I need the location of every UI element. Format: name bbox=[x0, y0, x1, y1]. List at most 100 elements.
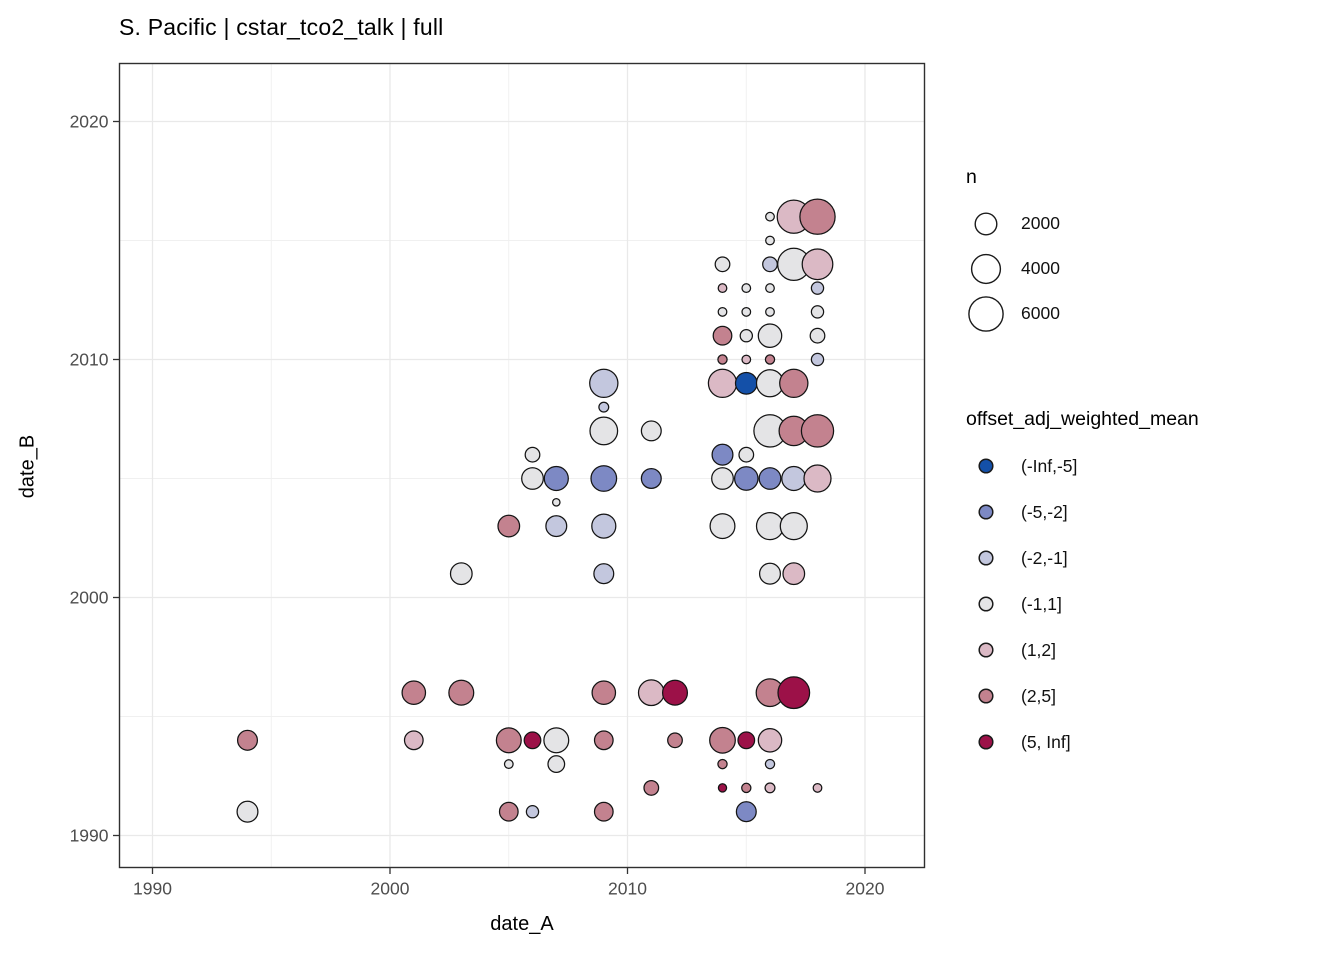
size-legend-item: 6000 bbox=[958, 291, 1060, 336]
data-point bbox=[741, 354, 752, 365]
data-point bbox=[764, 758, 776, 770]
color-legend-key bbox=[958, 455, 1014, 477]
data-point bbox=[735, 801, 757, 823]
size-key-circle-icon bbox=[970, 253, 1002, 284]
color-legend-label: (-5,-2] bbox=[1021, 501, 1068, 522]
color-key-dot-icon bbox=[978, 688, 994, 704]
data-point bbox=[755, 511, 785, 541]
color-legend-title: offset_adj_weighted_mean bbox=[966, 408, 1199, 430]
y-tick-label: 2000 bbox=[70, 588, 109, 608]
data-point bbox=[779, 368, 809, 399]
y-axis-title: date_B bbox=[16, 434, 39, 499]
data-point bbox=[762, 256, 778, 273]
size-legend-key bbox=[958, 204, 1014, 244]
color-legend-key bbox=[958, 639, 1014, 661]
size-legend-label: 4000 bbox=[1021, 258, 1060, 278]
data-point bbox=[401, 680, 427, 706]
data-point bbox=[717, 758, 728, 770]
x-tick-labels: 1990 2000 2010 2020 bbox=[133, 879, 885, 899]
color-legend-item: (-5,-2] bbox=[958, 489, 1199, 535]
data-point bbox=[709, 726, 736, 754]
data-point bbox=[810, 305, 825, 319]
data-point bbox=[503, 759, 514, 770]
size-key-circle bbox=[968, 295, 1004, 332]
size-legend-item: 2000 bbox=[958, 201, 1060, 246]
y-tick-label: 2020 bbox=[70, 112, 109, 132]
data-point bbox=[640, 467, 662, 490]
color-key-dot bbox=[978, 550, 994, 566]
color-legend-label: (2,5] bbox=[1021, 685, 1057, 706]
data-point bbox=[543, 465, 569, 492]
data-point bbox=[551, 497, 561, 507]
data-point bbox=[590, 465, 618, 492]
data-point bbox=[495, 727, 522, 754]
minor-gridlines bbox=[119, 63, 925, 868]
data-point bbox=[589, 416, 619, 446]
data-point bbox=[765, 306, 775, 317]
data-point bbox=[764, 782, 776, 794]
data-point bbox=[667, 732, 683, 749]
data-point bbox=[403, 730, 424, 751]
data-point bbox=[741, 283, 752, 294]
data-point bbox=[765, 235, 775, 246]
x-tick-label: 2010 bbox=[608, 879, 647, 899]
data-point bbox=[591, 680, 617, 706]
y-tick-label: 2010 bbox=[70, 350, 109, 370]
color-legend-item: (-2,-1] bbox=[958, 535, 1199, 581]
data-point bbox=[593, 730, 614, 751]
size-key-circle bbox=[974, 211, 998, 236]
data-point bbox=[717, 783, 728, 793]
data-point bbox=[737, 731, 756, 750]
data-point bbox=[497, 514, 521, 538]
color-legend-item: (-Inf,-5] bbox=[958, 443, 1199, 489]
data-point bbox=[739, 328, 754, 343]
color-legend-label: (-Inf,-5] bbox=[1021, 455, 1078, 476]
x-tick-label: 1990 bbox=[133, 879, 172, 899]
data-point bbox=[799, 198, 836, 235]
data-point bbox=[593, 801, 614, 822]
data-point bbox=[764, 354, 776, 365]
size-legend-rows: 2000 4000 6000 bbox=[958, 201, 1060, 336]
major-gridlines bbox=[119, 63, 925, 868]
data-point bbox=[765, 283, 775, 294]
size-key-circle-icon bbox=[974, 211, 998, 236]
color-key-dot-icon bbox=[978, 504, 994, 520]
data-point bbox=[236, 800, 259, 823]
data-point bbox=[591, 513, 617, 539]
data-point bbox=[525, 804, 540, 819]
data-point bbox=[712, 325, 733, 346]
panel-border bbox=[118, 62, 926, 869]
data-point bbox=[640, 420, 662, 442]
data-point bbox=[758, 562, 782, 585]
data-point bbox=[545, 515, 568, 538]
color-legend-item: (1,2] bbox=[958, 627, 1199, 673]
color-key-dot bbox=[978, 596, 994, 612]
color-legend-label: (5, Inf] bbox=[1021, 731, 1071, 752]
size-legend-label: 6000 bbox=[1021, 303, 1060, 323]
data-point bbox=[810, 352, 825, 367]
data-point bbox=[643, 779, 660, 796]
size-legend-item: 4000 bbox=[958, 246, 1060, 291]
data-point bbox=[812, 782, 823, 793]
color-legend-key bbox=[958, 731, 1014, 753]
size-key-circle-icon bbox=[968, 295, 1004, 332]
data-point bbox=[637, 679, 665, 707]
y-tick-label: 1990 bbox=[70, 826, 109, 846]
size-legend-key bbox=[958, 249, 1014, 289]
data-point bbox=[717, 283, 728, 294]
data-point bbox=[765, 211, 775, 222]
data-point bbox=[782, 562, 806, 586]
y-tick-labels: 1990 2000 2010 2020 bbox=[70, 112, 109, 846]
data-point bbox=[449, 562, 473, 586]
data-point bbox=[593, 563, 615, 585]
data-point bbox=[733, 466, 759, 491]
data-point bbox=[810, 281, 825, 295]
data-point bbox=[779, 511, 808, 541]
data-point bbox=[598, 401, 610, 413]
data-point bbox=[777, 676, 811, 710]
data-point bbox=[809, 327, 826, 344]
color-legend-key bbox=[958, 501, 1014, 523]
size-legend-label: 2000 bbox=[1021, 213, 1060, 233]
